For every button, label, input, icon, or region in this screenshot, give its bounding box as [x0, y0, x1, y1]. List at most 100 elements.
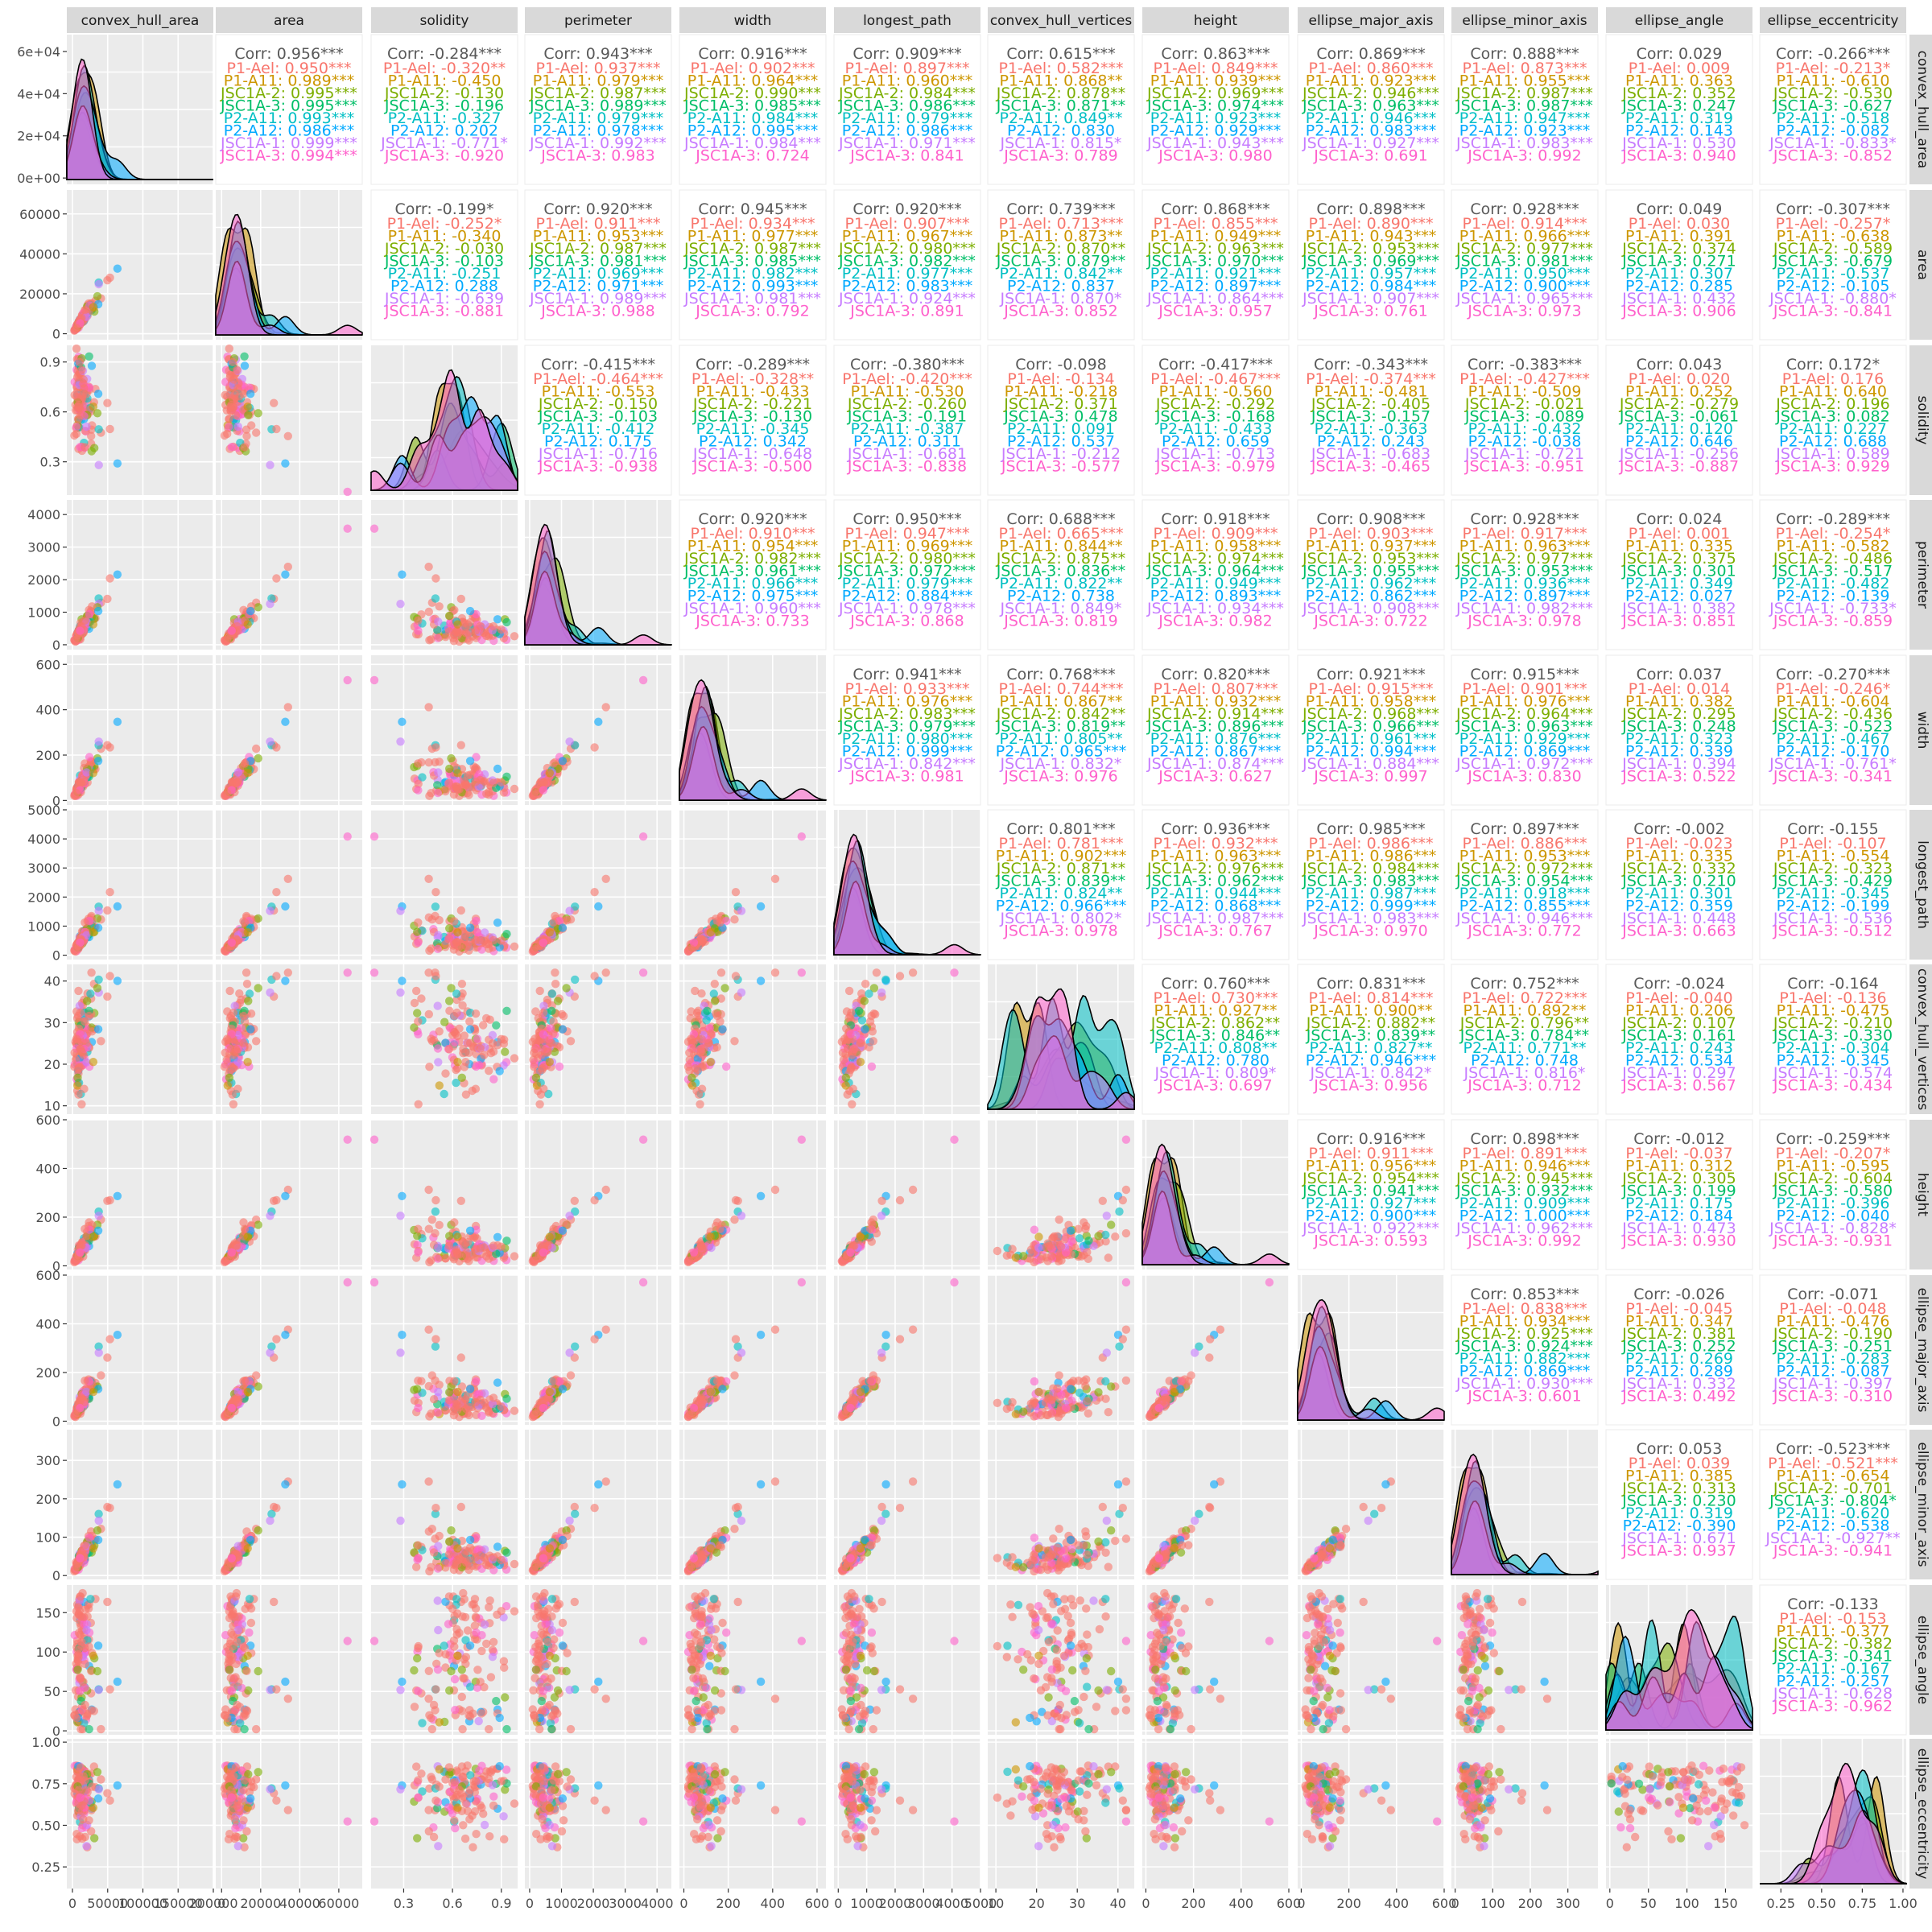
scatter-point: [427, 789, 436, 798]
scatter-point: [731, 888, 741, 897]
scatter-point: [1121, 1135, 1131, 1144]
scatter-point: [435, 1027, 444, 1036]
corr-group-label: JSC1A-3: -0.938: [538, 458, 658, 476]
scatter-point: [414, 626, 423, 635]
scatter-point: [89, 769, 98, 778]
scatter-point: [433, 1044, 443, 1053]
strip-solidity: [371, 7, 518, 33]
strip-label-ellipse_minor_axis: ellipse_minor_axis: [1462, 13, 1587, 29]
corr-group-label: P1-Ael: 0.950***: [227, 60, 352, 77]
strip-area: [216, 7, 362, 33]
row-strip-label-height: height: [1914, 1173, 1930, 1217]
scatter-point: [696, 1100, 704, 1109]
scatter-point: [431, 972, 440, 980]
scatter-point: [559, 1011, 568, 1021]
scatter-point: [396, 600, 405, 609]
corr-group-label: P2-A12: 0.929***: [1150, 122, 1282, 140]
scatter-point: [227, 1248, 236, 1257]
corr-group-label: P1-Ael: 0.860***: [1309, 60, 1434, 77]
scatter-point: [716, 1017, 724, 1026]
scatter-point: [950, 1135, 959, 1144]
scatter-point: [93, 291, 102, 301]
scatter-point: [1094, 1232, 1103, 1241]
scatter-point: [465, 1017, 474, 1026]
scatter-point: [252, 744, 261, 753]
corr-group-label: JSC1A-3: 0.929: [1775, 458, 1889, 476]
scatter-point: [453, 769, 462, 778]
row-strip-solidity: [1909, 345, 1932, 495]
scatter-point: [530, 1048, 539, 1058]
corr-group-label: JSC1A-2: 0.995***: [220, 85, 357, 102]
corr-overall: Corr: 0.956***: [234, 45, 343, 63]
scatter-point: [1121, 1185, 1131, 1195]
scatter-point: [226, 402, 235, 411]
scatter-point: [223, 635, 232, 644]
scatter-point: [398, 717, 407, 726]
scatter-point: [242, 968, 251, 977]
scatter-point: [502, 1006, 511, 1016]
scatter-point: [72, 789, 81, 798]
scatter-point: [445, 997, 454, 1005]
scatter-point: [113, 1191, 122, 1201]
scatter-point: [493, 919, 502, 927]
scatter-point: [1121, 1228, 1131, 1238]
scatter-point: [756, 1191, 766, 1201]
corr-group-label: JSC1A-3: -0.979: [1155, 458, 1275, 476]
scatter-point: [687, 944, 696, 953]
corr-group-label: P1-A11: 0.955***: [1459, 72, 1591, 90]
corr-group-label: JSC1A-3: 0.841: [849, 147, 964, 165]
corr-group-label: JSC1A-1: 0.992***: [529, 134, 667, 152]
corr-group-label: P2-A12: 0.923***: [1459, 122, 1591, 140]
scatter-point: [72, 1256, 81, 1265]
scatter-point: [709, 989, 718, 998]
scatter-point: [950, 968, 959, 977]
scatter-point: [453, 785, 462, 795]
scatter-point: [453, 941, 462, 951]
scatter-point: [87, 361, 97, 370]
scatter-point: [272, 888, 281, 897]
corr-group-label: JSC1A-3: 0.963***: [1302, 97, 1439, 115]
corr-panel: [1451, 34, 1599, 185]
scatter-point: [1080, 1218, 1088, 1227]
corr-group-label: JSC1A-2: -0.130: [384, 85, 504, 102]
scatter-point: [90, 444, 99, 452]
scatter-point: [243, 402, 252, 411]
corr-group-label: JSC1A-3: 0.767: [1158, 923, 1272, 940]
scatter-point: [105, 743, 114, 752]
scatter-point: [414, 1248, 423, 1257]
scatter-point: [1118, 1195, 1128, 1205]
scatter-point: [225, 344, 233, 353]
scatter-point: [80, 306, 89, 315]
corr-group-label: JSC1A-3: 0.792: [695, 303, 809, 320]
strip-convex_hull_vertices: [988, 7, 1134, 33]
scatter-point: [225, 1073, 234, 1083]
scatter-point: [431, 902, 440, 911]
scatter-point: [1028, 1249, 1037, 1257]
scatter-point: [458, 1001, 467, 1010]
scatter-point: [457, 980, 467, 989]
scatter-point: [716, 918, 724, 927]
corr-group-label: JSC1A-3: 0.724: [695, 147, 809, 165]
row-strip-width: [1909, 655, 1932, 805]
corr-group-label: JSC1A-3: 0.712: [1467, 1077, 1581, 1095]
row-strip-convex_hull_vertices: [1909, 964, 1932, 1114]
scatter-point: [283, 968, 292, 977]
scatter-point: [691, 1064, 700, 1073]
row-strip-label-solidity: solidity: [1914, 396, 1930, 445]
scatter-point: [510, 784, 519, 794]
corr-group-label: JSC1A-3: 0.761: [1313, 303, 1427, 320]
scatter-point: [472, 1062, 481, 1071]
strip-ellipse_eccentricity: [1760, 7, 1906, 33]
scatter-point: [1008, 1245, 1017, 1253]
scatter-point: [233, 422, 242, 431]
scatter-point: [551, 968, 559, 977]
scatter-point: [252, 428, 261, 437]
scatter-point: [72, 944, 81, 953]
scatter-point: [240, 918, 250, 927]
corr-group-label: JSC1A-3: 0.976: [1003, 768, 1117, 786]
scatter-point: [412, 986, 421, 996]
corr-group-label: JSC1A-3: -0.920: [384, 147, 504, 165]
scatter-point: [493, 1232, 502, 1242]
corr-group-label: JSC1A-3: 0.985***: [683, 97, 821, 115]
